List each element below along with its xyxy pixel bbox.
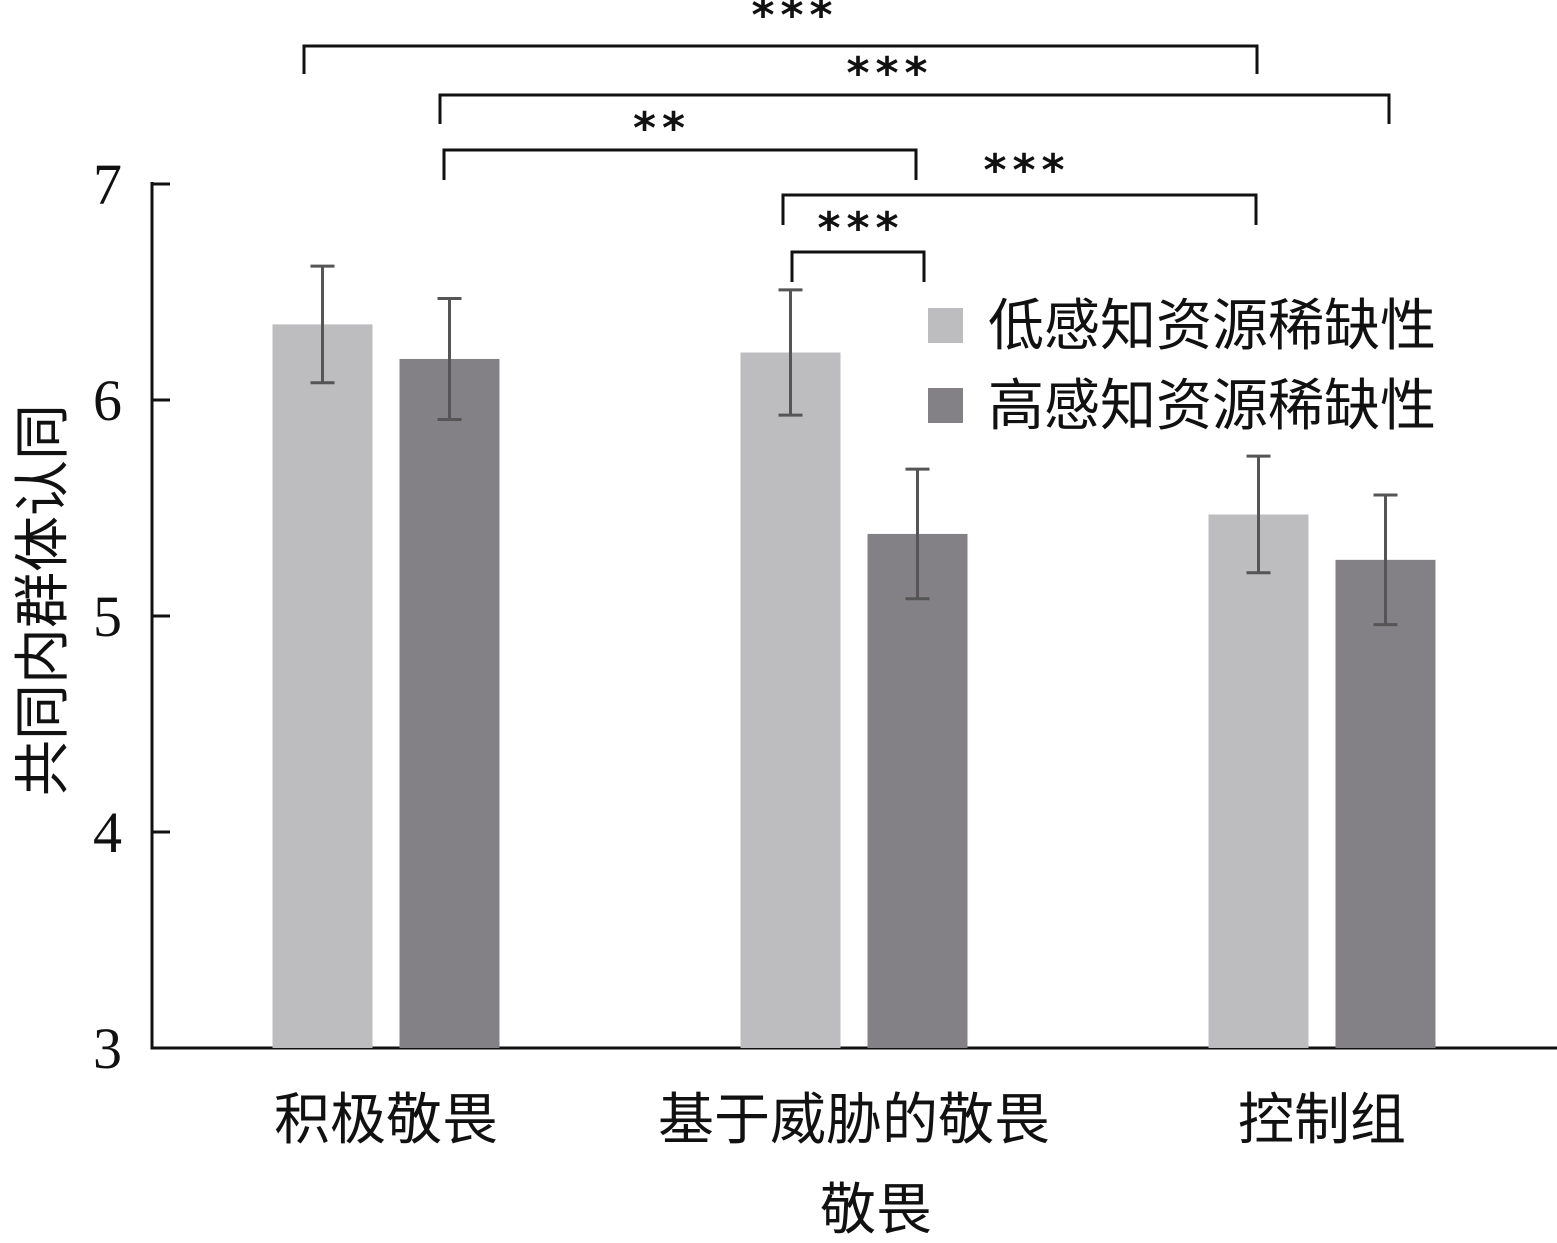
x-tick-label: 基于威胁的敬畏 (658, 1088, 1050, 1153)
significance-label: *** (846, 48, 933, 99)
bar (1208, 514, 1309, 1048)
error-bars (310, 264, 1398, 627)
x-axis-title: 敬畏 (820, 1178, 932, 1243)
legend-swatch (928, 308, 963, 343)
significance-label: *** (817, 203, 904, 254)
significance-label: *** (983, 145, 1070, 196)
bar (740, 352, 841, 1049)
bar (1335, 559, 1436, 1048)
bars (272, 324, 1436, 1049)
bar (867, 533, 968, 1048)
y-tick-label: 4 (93, 800, 122, 865)
significance-bracket (790, 250, 926, 282)
y-tick-label: 3 (93, 1016, 122, 1081)
significance-label: ** (633, 103, 691, 154)
significance-bracket (302, 44, 1259, 74)
significance-label: *** (751, 0, 838, 41)
significance-brackets: ************** (302, 0, 1391, 282)
axes: 3 4 5 6 7 积极敬畏 基于威胁的敬畏 控制组 (93, 152, 1557, 1153)
legend-label: 高感知资源稀缺性 (988, 374, 1436, 439)
bar (272, 324, 373, 1048)
x-tick-label: 积极敬畏 (274, 1088, 498, 1153)
y-axis-title: 共同内群体认同 (11, 404, 76, 796)
significance-bracket (438, 93, 1391, 124)
legend-swatch (928, 388, 963, 423)
y-tick-label: 7 (93, 152, 122, 217)
y-tick-label: 5 (93, 584, 122, 649)
y-tick-label: 6 (93, 368, 122, 433)
significance-bracket (781, 193, 1258, 225)
x-tick-label: 控制组 (1238, 1088, 1406, 1153)
bar (399, 358, 500, 1049)
significance-bracket (442, 148, 918, 180)
legend-label: 低感知资源稀缺性 (988, 294, 1436, 359)
